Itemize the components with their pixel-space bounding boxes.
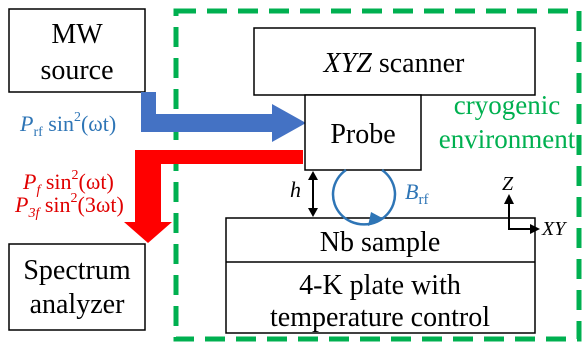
scanner-label: XYZ scanner	[323, 48, 465, 79]
spectrum-analyzer-line1: Spectrum	[23, 255, 131, 286]
z-axis-arrowhead	[504, 194, 514, 204]
plate-line2: temperature control	[270, 302, 490, 333]
pf-signal-label: Pf sin2(ωt)	[22, 168, 114, 198]
spectrum-analyzer-box	[8, 243, 146, 331]
cryogenic-label-line2: environment	[439, 124, 576, 154]
height-marker-bottom-arrowhead	[308, 208, 318, 217]
mw-to-probe-arrow	[141, 92, 306, 142]
spectrum-analyzer-line2: analyzer	[30, 289, 125, 320]
probe-to-analyzer-arrow	[124, 150, 303, 243]
scanner-box	[253, 27, 536, 96]
height-label: h	[290, 177, 301, 202]
brf-field-arrowhead	[368, 212, 384, 226]
prf-signal-label: Prf sin2(ωt)	[19, 110, 116, 140]
brf-label: Brf	[405, 179, 428, 208]
z-axis-label: Z	[502, 173, 514, 195]
plate-line1: 4-K plate with	[299, 270, 461, 301]
xy-axis-label: XY	[541, 218, 567, 240]
probe-box	[304, 94, 422, 171]
cryogenic-label-line1: cryogenic	[454, 90, 560, 120]
xy-axis-arrowhead	[530, 224, 540, 234]
probe-label: Probe	[330, 119, 395, 150]
p3f-signal-label: P3f sin2(3ωt)	[14, 191, 124, 221]
sample-stage-box	[225, 217, 536, 334]
mw-source-line2: source	[40, 55, 113, 86]
mw-source-box	[8, 8, 146, 93]
nb-sample-label: Nb sample	[320, 227, 441, 258]
cryogenic-boundary	[173, 8, 582, 342]
mw-source-line1: MW	[51, 19, 103, 50]
height-marker-top-arrowhead	[308, 171, 318, 180]
brf-field-loop	[331, 168, 397, 226]
